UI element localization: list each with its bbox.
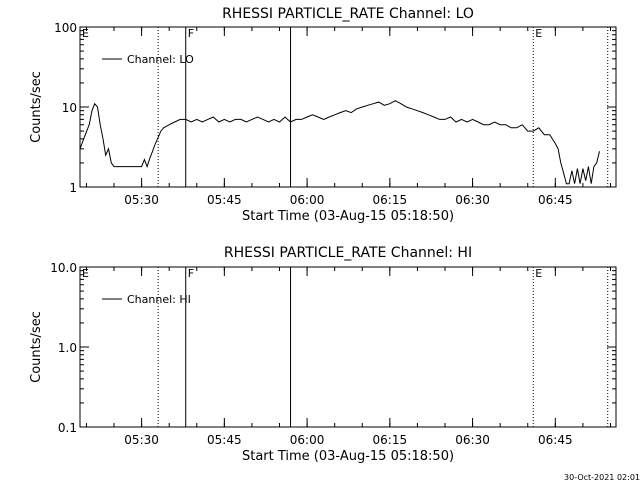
plot-frame — [79, 26, 617, 188]
y-axis-label: Counts/sec — [29, 311, 44, 383]
series-line-channel-lo — [79, 100, 600, 185]
footer-timestamp: 30-Oct-2021 02:01 — [564, 473, 640, 482]
event-marker-label: E — [535, 27, 542, 40]
legend-label: Channel: HI — [127, 293, 191, 306]
y-tick-label: 10 — [62, 101, 77, 115]
x-tick-label: 06:30 — [455, 193, 490, 207]
event-marker-label: E — [82, 267, 89, 280]
event-marker-label: E — [535, 267, 542, 280]
chart-title: RHESSI PARTICLE_RATE Channel: LO — [222, 6, 474, 22]
x-axis-label: Start Time (03-Aug-15 05:18:50) — [242, 449, 454, 464]
x-tick-label: 06:45 — [538, 433, 573, 447]
x-tick-label: 05:45 — [207, 193, 242, 207]
x-tick-label: 06:15 — [373, 193, 408, 207]
x-axis-label: Start Time (03-Aug-15 05:18:50) — [242, 209, 454, 224]
plot-frame — [79, 266, 617, 428]
x-tick-label: 05:30 — [124, 193, 159, 207]
y-axis-label: Counts/sec — [29, 71, 44, 143]
legend-label: Channel: LO — [127, 53, 194, 66]
x-tick-label: 06:30 — [455, 433, 490, 447]
x-tick-label: 06:45 — [538, 193, 573, 207]
y-tick-label: 1 — [69, 181, 77, 195]
y-tick-label: 10.0 — [50, 261, 77, 275]
y-tick-label: 1.0 — [58, 341, 77, 355]
event-marker-label: F — [188, 267, 194, 280]
x-tick-label: 06:15 — [373, 433, 408, 447]
chart-title: RHESSI PARTICLE_RATE Channel: HI — [224, 245, 472, 261]
y-tick-label: 0.1 — [58, 421, 77, 435]
chart-panel-1: RHESSI PARTICLE_RATE Channel: LO 1 10 100 05… — [29, 6, 617, 224]
x-tick-label: 05:45 — [207, 433, 242, 447]
event-marker-label: E — [82, 27, 89, 40]
y-tick-label: 100 — [54, 21, 77, 35]
chart-panel-2: RHESSI PARTICLE_RATE Channel: HI 0.1 1.0 10… — [29, 245, 617, 464]
x-tick-label: 05:30 — [124, 433, 159, 447]
x-tick-label: 06:00 — [290, 193, 325, 207]
x-tick-label: 06:00 — [290, 433, 325, 447]
event-marker-label: F — [188, 27, 194, 40]
footer-timestamp-wrap: 30-Oct-2021 02:01 — [540, 465, 640, 484]
